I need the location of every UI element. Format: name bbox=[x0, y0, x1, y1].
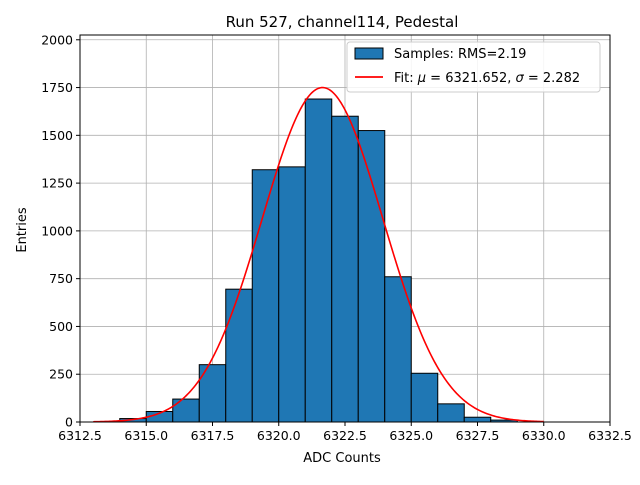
x-tick-label: 6325.0 bbox=[389, 428, 433, 443]
histogram-bar bbox=[357, 130, 386, 423]
y-tick-label: 500 bbox=[49, 319, 73, 334]
histogram-bar bbox=[463, 416, 492, 423]
legend-samples-swatch bbox=[354, 47, 384, 60]
x-tick-label: 6320.0 bbox=[257, 428, 301, 443]
histogram-bar bbox=[304, 98, 333, 423]
histogram-bar bbox=[384, 276, 412, 423]
y-tick-label: 1500 bbox=[41, 128, 73, 143]
legend-fit-label: Fit: μ = 6321.652, σ = 2.282 bbox=[394, 71, 580, 86]
histogram-bar bbox=[278, 166, 306, 423]
y-tick-label: 0 bbox=[65, 415, 73, 430]
x-tick-label: 6315.0 bbox=[124, 428, 168, 443]
histogram-bar bbox=[331, 115, 359, 423]
legend: Samples: RMS=2.19 Fit: μ = 6321.652, σ =… bbox=[346, 41, 601, 93]
y-tick-label: 250 bbox=[49, 367, 73, 382]
x-tick-label: 6322.5 bbox=[323, 428, 367, 443]
legend-samples-label: Samples: RMS=2.19 bbox=[394, 47, 526, 62]
x-tick-label: 6327.5 bbox=[456, 428, 500, 443]
histogram-bar bbox=[437, 403, 465, 423]
histogram-bar bbox=[172, 398, 200, 423]
x-axis-ticks: 6312.5 6315.0 6317.5 6320.0 6322.5 6325.0 6327… bbox=[58, 422, 632, 443]
y-axis-ticks: 0 250 500 750 1000 1250 1500 1750 2000 bbox=[41, 32, 80, 430]
y-axis-label: Entries bbox=[15, 207, 30, 253]
legend-box bbox=[346, 41, 601, 93]
x-tick-label: 6330.0 bbox=[522, 428, 566, 443]
y-tick-label: 2000 bbox=[41, 32, 73, 47]
y-tick-label: 750 bbox=[49, 271, 73, 286]
histogram-bars bbox=[119, 98, 518, 423]
x-tick-label: 6312.5 bbox=[58, 428, 102, 443]
x-tick-label: 6332.5 bbox=[588, 428, 632, 443]
histogram-bar bbox=[410, 372, 439, 423]
chart-title: Run 527, channel114, Pedestal bbox=[226, 13, 459, 31]
x-tick-label: 6317.5 bbox=[191, 428, 235, 443]
y-tick-label: 1250 bbox=[41, 176, 73, 191]
y-tick-label: 1000 bbox=[41, 223, 73, 238]
x-axis-label: ADC Counts bbox=[303, 451, 381, 466]
histogram-bar bbox=[251, 169, 280, 423]
y-tick-label: 1750 bbox=[41, 80, 73, 95]
histogram-bar bbox=[225, 288, 253, 423]
gaussian-fit-curve bbox=[93, 86, 544, 423]
